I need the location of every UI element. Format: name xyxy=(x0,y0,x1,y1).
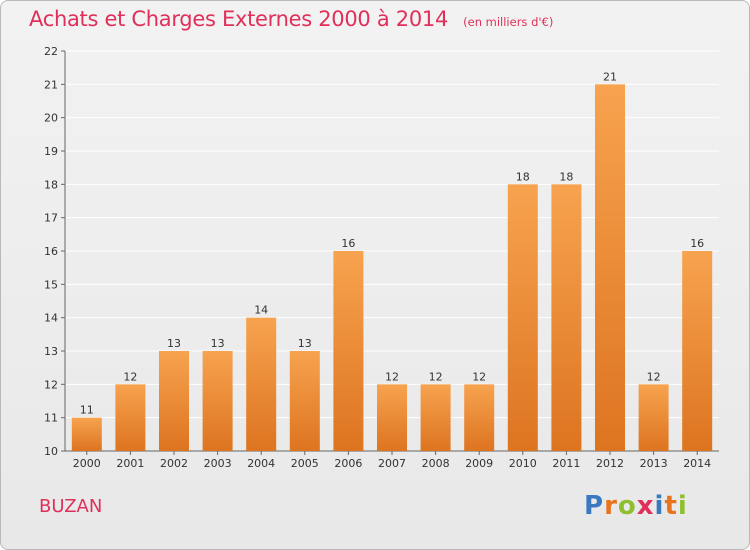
data-label: 12 xyxy=(429,370,443,383)
bar xyxy=(595,84,625,451)
proxiti-logo: Proxiti xyxy=(584,491,688,521)
y-tick-label: 20 xyxy=(44,112,58,125)
bar xyxy=(507,184,538,452)
x-tick-label: 2009 xyxy=(465,457,493,470)
x-tick-label: 2007 xyxy=(378,457,406,470)
bar xyxy=(333,251,364,451)
bar xyxy=(115,384,146,451)
logo-letter: o xyxy=(617,491,637,521)
bar xyxy=(682,251,713,451)
x-tick-label: 2000 xyxy=(73,457,101,470)
x-tick-label: 2013 xyxy=(640,457,668,470)
bar xyxy=(202,351,233,451)
logo-letter: i xyxy=(677,491,688,521)
data-label: 18 xyxy=(516,170,530,183)
logo-letter: P xyxy=(584,491,605,521)
logo-letter: i xyxy=(654,491,665,521)
chart-title: Achats et Charges Externes 2000 à 2014 xyxy=(29,7,449,31)
y-tick-label: 22 xyxy=(44,45,58,58)
bar xyxy=(638,384,669,451)
x-tick-label: 2012 xyxy=(596,457,624,470)
logo-letter: r xyxy=(604,491,618,521)
data-label: 11 xyxy=(80,404,94,417)
bar xyxy=(420,384,451,451)
y-tick-label: 18 xyxy=(44,178,58,191)
data-label: 13 xyxy=(167,337,181,350)
data-label: 21 xyxy=(603,70,617,83)
data-label: 16 xyxy=(690,237,704,250)
data-label: 12 xyxy=(472,370,486,383)
chart-subtitle: (en milliers d'€) xyxy=(463,15,554,29)
x-tick-label: 2005 xyxy=(291,457,319,470)
y-tick-label: 17 xyxy=(44,212,58,225)
bar xyxy=(71,417,102,451)
data-label: 18 xyxy=(559,170,573,183)
y-tick-label: 10 xyxy=(44,445,58,458)
x-tick-label: 2006 xyxy=(334,457,362,470)
logo-letter: x xyxy=(636,491,655,521)
y-tick-label: 13 xyxy=(44,345,58,358)
logo-letter: t xyxy=(664,491,678,521)
title-block: Achats et Charges Externes 2000 à 2014 (… xyxy=(29,7,553,31)
bar xyxy=(377,384,407,451)
y-tick-label: 19 xyxy=(44,145,58,158)
bar xyxy=(551,184,582,452)
data-label: 13 xyxy=(298,337,312,350)
x-tick-label: 2001 xyxy=(116,457,144,470)
bar xyxy=(464,384,495,451)
x-tick-label: 2011 xyxy=(552,457,580,470)
x-tick-label: 2002 xyxy=(160,457,188,470)
x-tick-label: 2004 xyxy=(247,457,275,470)
data-label: 12 xyxy=(647,370,661,383)
y-tick-label: 12 xyxy=(44,378,58,391)
data-label: 12 xyxy=(385,370,399,383)
bar xyxy=(159,351,189,451)
data-label: 16 xyxy=(341,237,355,250)
bar xyxy=(246,317,277,451)
x-tick-label: 2003 xyxy=(204,457,232,470)
commune-name: BUZAN xyxy=(39,496,103,517)
y-tick-label: 15 xyxy=(44,278,58,291)
data-label: 12 xyxy=(123,370,137,383)
x-tick-label: 2008 xyxy=(422,457,450,470)
data-label: 14 xyxy=(254,304,268,317)
bar xyxy=(289,351,320,451)
y-tick-label: 11 xyxy=(44,412,58,425)
x-tick-label: 2014 xyxy=(683,457,711,470)
y-tick-label: 16 xyxy=(44,245,58,258)
y-tick-label: 14 xyxy=(44,312,58,325)
x-tick-label: 2010 xyxy=(509,457,537,470)
y-tick-label: 21 xyxy=(44,78,58,91)
data-label: 13 xyxy=(211,337,225,350)
